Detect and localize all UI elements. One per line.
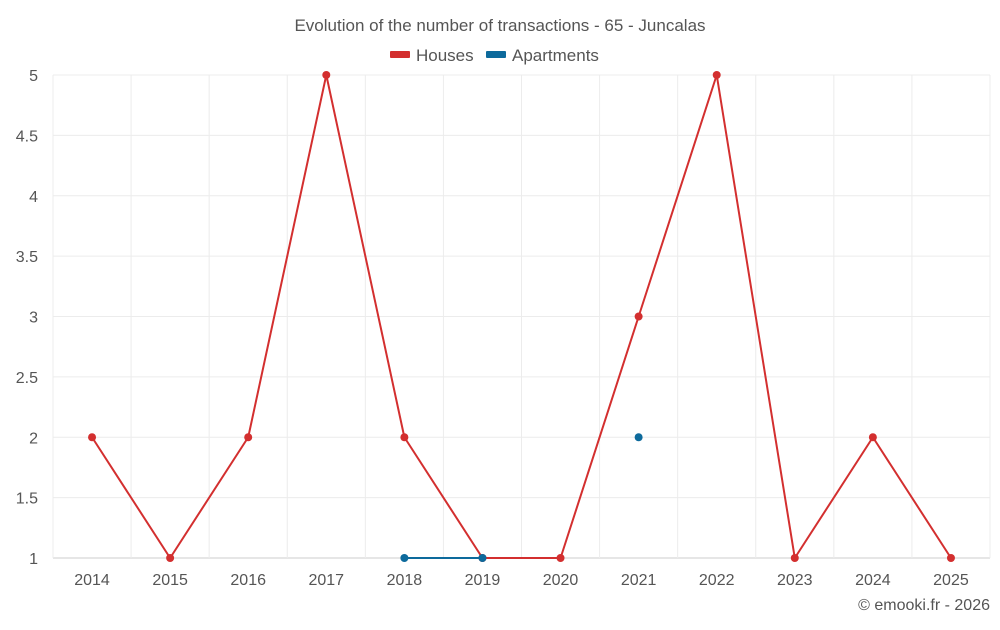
data-point-houses [790,554,799,562]
legend: Houses Apartments [390,46,599,65]
y-tick-label: 2.5 [16,370,38,387]
legend-swatch-houses [390,51,410,58]
series-layer [88,71,955,562]
data-point-houses [712,71,721,79]
y-tick-label: 2 [29,430,38,447]
x-tick-label: 2025 [933,572,969,589]
x-axis: 2014 2015 2016 2017 2018 2019 2020 2021 2022 2023… [74,572,969,589]
y-tick-label: 5 [29,68,38,85]
x-tick-label: 2022 [699,572,735,589]
x-tick-label: 2019 [465,572,501,589]
series-line-houses [91,436,172,559]
y-tick-label: 3 [29,310,38,327]
legend-swatch-apartments [486,51,506,58]
data-point-houses [400,433,409,442]
data-point-houses [244,433,253,442]
legend-label-apartments[interactable]: Apartments [512,46,599,65]
series-line-houses [559,315,640,559]
x-tick-label: 2018 [387,572,423,589]
data-point-houses [556,554,565,562]
legend-label-houses[interactable]: Houses [416,46,474,65]
y-tick-label: 4.5 [16,128,38,145]
x-tick-label: 2015 [152,572,188,589]
x-tick-label: 2017 [308,572,344,589]
series-line-houses [169,436,250,559]
x-tick-label: 2023 [777,572,813,589]
series-line-houses [715,74,796,559]
data-point-houses [946,554,955,562]
data-point-houses [634,312,643,321]
x-tick-label: 2014 [74,572,110,589]
data-point-houses [868,433,877,442]
series-line-houses [871,436,952,559]
series-line-houses [247,74,328,439]
credit-text: © emooki.fr - 2026 [858,597,990,614]
y-tick-label: 1 [29,551,38,568]
x-tick-label: 2021 [621,572,657,589]
grid [52,74,991,559]
chart-title: Evolution of the number of transactions … [294,16,705,35]
series-line-houses [637,74,718,318]
y-tick-label: 4 [29,189,38,206]
y-tick-label: 1.5 [16,491,38,508]
y-axis: 1 1.5 2 2.5 3 3.5 4 4.5 5 [16,68,38,568]
data-point-apartments [478,554,487,562]
series-line-houses [403,436,484,559]
y-tick-label: 3.5 [16,249,38,266]
x-tick-label: 2020 [543,572,579,589]
data-point-houses [322,71,331,79]
data-point-apartments [400,554,409,562]
series-line-houses [325,74,406,439]
x-tick-label: 2024 [855,572,891,589]
data-point-houses [88,433,97,442]
data-point-apartments [634,433,643,442]
x-tick-label: 2016 [230,572,266,589]
series-line-houses [793,436,874,559]
data-point-houses [166,554,175,562]
